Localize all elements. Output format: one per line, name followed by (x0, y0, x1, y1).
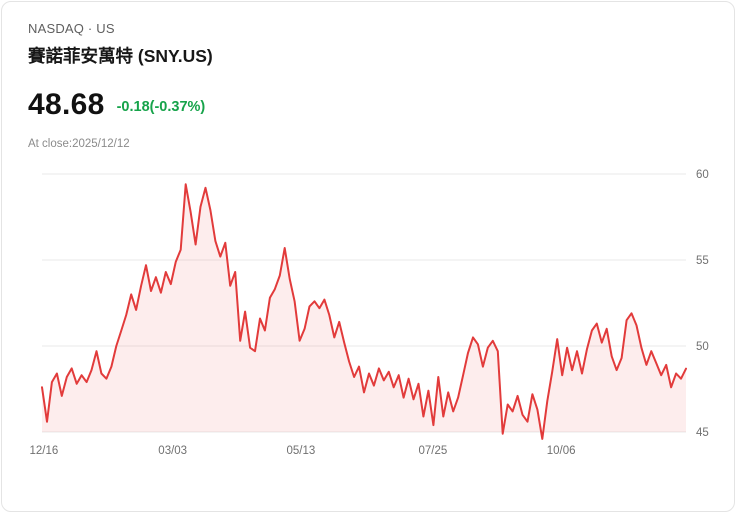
price-chart-svg[interactable]: 45 50 55 60 12/16 03/03 05/13 07/25 10/06 (2, 160, 735, 470)
x-axis-tick: 10/06 (547, 445, 576, 457)
y-axis-tick: 50 (696, 341, 709, 353)
area-fill (42, 184, 686, 439)
price-change: -0.18(-0.37%) (116, 99, 206, 115)
exchange-label: NASDAQ · US (28, 21, 115, 36)
x-axis-tick: 03/03 (158, 445, 187, 457)
as-of-label: At close:2025/12/12 (28, 138, 130, 150)
x-axis-tick: 07/25 (419, 445, 448, 457)
x-axis-tick: 12/16 (30, 445, 59, 457)
last-price: 48.68 (28, 88, 105, 121)
quote-header: NASDAQ · US 賽諾菲安萬特 (SNY.US) 48.68 -0.18(… (2, 2, 734, 150)
price-line (41, 183, 687, 440)
y-axis-tick: 55 (696, 255, 709, 267)
price-row: 48.68 -0.18(-0.37%) (28, 88, 708, 122)
y-axis-tick: 45 (696, 427, 709, 439)
price-chart[interactable]: 45 50 55 60 12/16 03/03 05/13 07/25 10/06 (2, 160, 735, 470)
stock-title: 賽諾菲安萬特 (SNY.US) (28, 46, 213, 66)
y-axis-tick: 60 (696, 169, 709, 181)
x-axis-tick: 05/13 (287, 445, 316, 457)
